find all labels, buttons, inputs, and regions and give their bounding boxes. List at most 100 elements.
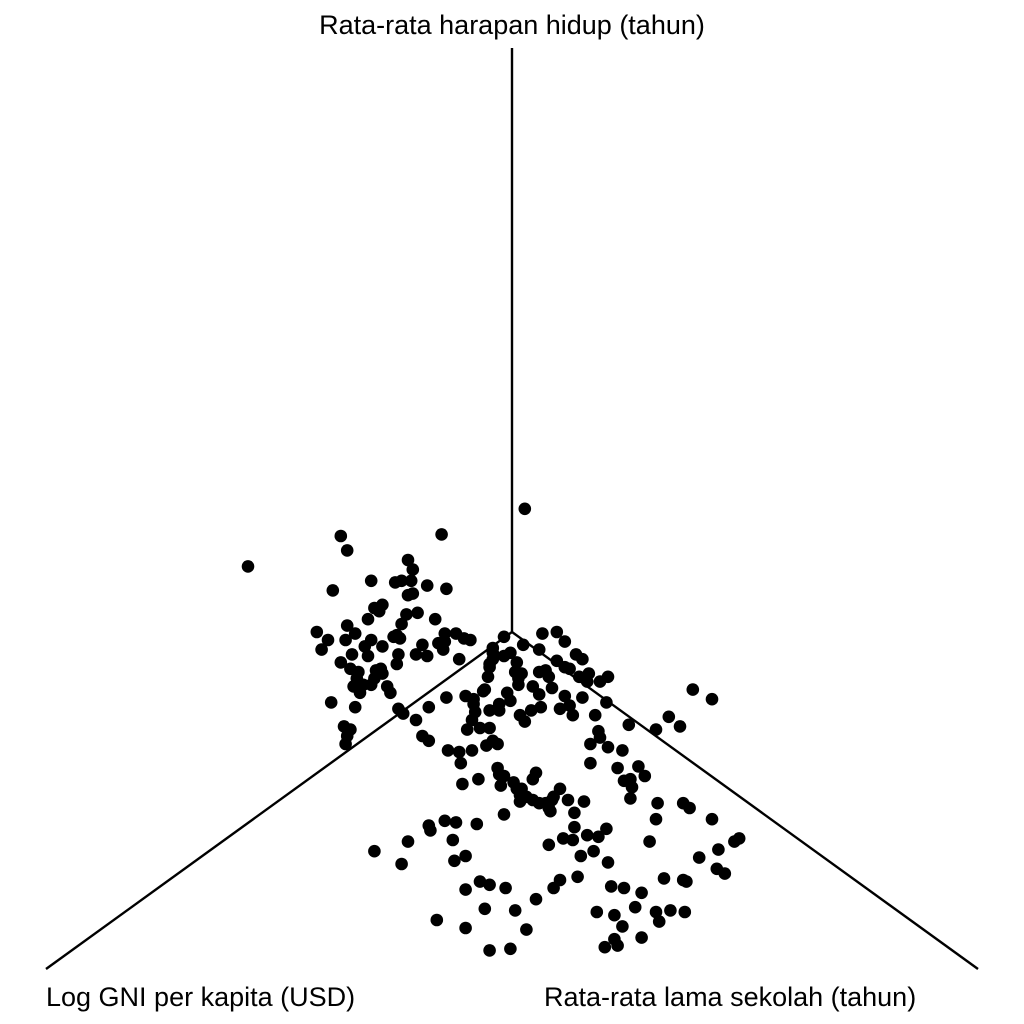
data-point xyxy=(580,828,594,842)
data-point xyxy=(368,844,381,858)
data-point xyxy=(480,739,493,752)
data-point xyxy=(550,625,564,639)
data-point xyxy=(449,816,463,829)
data-point xyxy=(321,633,335,647)
data-point xyxy=(678,905,692,919)
data-point xyxy=(483,878,496,892)
data-point xyxy=(657,872,671,885)
data-point xyxy=(569,648,583,661)
data-point xyxy=(392,702,405,716)
data-point xyxy=(624,792,637,805)
data-point xyxy=(632,760,645,773)
data-point xyxy=(465,744,479,757)
data-point xyxy=(649,812,663,826)
data-point xyxy=(584,737,597,751)
data-point xyxy=(452,745,466,759)
data-point xyxy=(430,913,444,927)
data-point xyxy=(483,660,496,674)
data-point xyxy=(532,665,546,679)
data-point xyxy=(401,835,415,848)
data-point xyxy=(649,905,663,919)
data-point xyxy=(592,724,605,738)
data-point xyxy=(518,715,532,728)
data-point xyxy=(616,920,629,933)
data-point xyxy=(454,756,468,770)
data-point xyxy=(590,905,604,919)
data-point xyxy=(348,700,362,714)
data-point xyxy=(420,579,434,592)
data-point xyxy=(384,686,397,700)
data-point xyxy=(582,667,596,680)
data-point xyxy=(617,774,631,788)
data-point xyxy=(568,806,581,820)
data-point xyxy=(459,883,472,896)
data-point xyxy=(497,808,511,821)
data-point xyxy=(558,635,572,648)
axis-line-log-gni xyxy=(45,631,513,970)
data-point xyxy=(563,699,576,712)
data-point xyxy=(452,652,466,666)
axis-label-life-expectancy: Rata-rata harapan hidup (tahun) xyxy=(319,10,705,40)
data-point xyxy=(558,689,572,703)
data-point xyxy=(576,691,589,704)
data-point xyxy=(553,873,567,887)
axis-line-schooling xyxy=(511,631,979,970)
data-point xyxy=(388,576,402,589)
data-point xyxy=(512,678,525,692)
data-point xyxy=(464,633,477,647)
data-point xyxy=(508,904,522,917)
data-point xyxy=(420,649,434,663)
data-point xyxy=(456,777,469,791)
data-point xyxy=(353,686,367,700)
data-point xyxy=(497,630,511,644)
data-point xyxy=(676,873,690,887)
data-point xyxy=(448,854,461,868)
data-point xyxy=(401,553,415,567)
axis-label-schooling: Rata-rata lama sekolah (tahun) xyxy=(544,982,916,1012)
data-point xyxy=(358,640,372,653)
data-point xyxy=(440,582,453,596)
data-point xyxy=(604,880,618,893)
data-point xyxy=(664,904,677,917)
data-point xyxy=(422,734,436,748)
data-point xyxy=(649,723,663,736)
data-point xyxy=(361,649,375,663)
data-point xyxy=(608,908,621,922)
data-point xyxy=(324,696,338,709)
data-point xyxy=(492,704,506,717)
data-point xyxy=(481,670,495,684)
data-point xyxy=(326,584,340,597)
data-point xyxy=(436,643,450,656)
data-point xyxy=(728,835,741,848)
data-point xyxy=(542,838,556,852)
data-point xyxy=(340,544,354,557)
data-point xyxy=(536,627,549,640)
data-point xyxy=(361,612,375,626)
data-point xyxy=(587,844,600,858)
data-point xyxy=(400,608,413,621)
data-point xyxy=(638,769,652,783)
data-point xyxy=(339,633,352,647)
data-point xyxy=(348,627,362,640)
data-point xyxy=(568,820,581,834)
data-point xyxy=(516,638,530,652)
data-point xyxy=(686,683,700,696)
data-point xyxy=(588,708,602,722)
data-point xyxy=(584,756,597,770)
data-point xyxy=(651,796,664,810)
data-point xyxy=(395,857,408,871)
data-point xyxy=(622,718,636,732)
data-point xyxy=(435,528,448,541)
data-point xyxy=(710,862,724,876)
data-point xyxy=(422,700,436,714)
data-point xyxy=(520,923,533,936)
data-point xyxy=(422,819,436,832)
data-point xyxy=(611,761,624,775)
data-point xyxy=(440,691,453,704)
data-point xyxy=(241,560,255,573)
data-point xyxy=(428,612,442,626)
axis-label-log-gni: Log GNI per kapita (USD) xyxy=(46,982,355,1012)
data-point xyxy=(592,830,605,844)
data-point xyxy=(518,502,532,516)
